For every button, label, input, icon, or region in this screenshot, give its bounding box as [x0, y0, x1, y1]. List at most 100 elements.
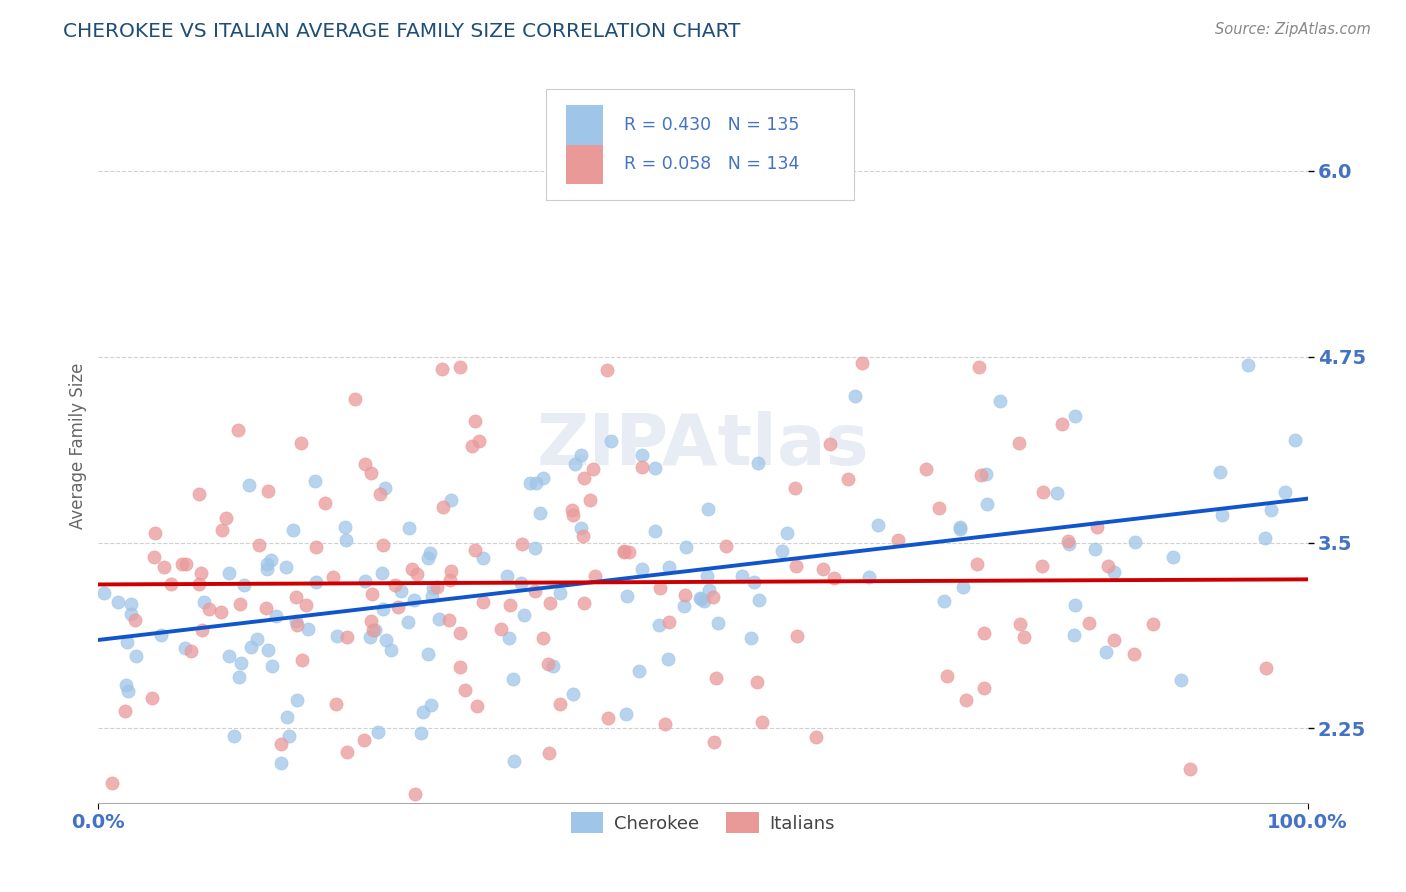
- Point: [1046, 486, 1069, 500]
- Point: [440, 492, 463, 507]
- Point: [596, 710, 619, 724]
- Point: [628, 664, 651, 678]
- Point: [510, 537, 533, 551]
- Point: [1211, 508, 1233, 522]
- Point: [114, 704, 136, 718]
- Point: [150, 628, 173, 642]
- Point: [751, 714, 773, 729]
- Point: [976, 497, 998, 511]
- Point: [631, 448, 654, 462]
- Point: [295, 598, 318, 612]
- Point: [367, 725, 389, 739]
- Point: [499, 598, 522, 612]
- Point: [238, 477, 260, 491]
- Point: [1125, 534, 1147, 549]
- Point: [124, 613, 146, 627]
- Point: [851, 356, 873, 370]
- FancyBboxPatch shape: [567, 105, 603, 145]
- Point: [866, 517, 889, 532]
- Point: [512, 607, 534, 622]
- Text: R = 0.430   N = 135: R = 0.430 N = 135: [624, 116, 800, 134]
- Point: [776, 526, 799, 541]
- Point: [561, 503, 583, 517]
- Point: [696, 502, 718, 516]
- Point: [361, 587, 384, 601]
- Point: [406, 566, 429, 581]
- Point: [291, 653, 314, 667]
- Point: [561, 687, 583, 701]
- Point: [1064, 409, 1087, 424]
- Point: [1260, 503, 1282, 517]
- Point: [740, 632, 762, 646]
- Point: [1056, 533, 1078, 548]
- Point: [1084, 541, 1107, 556]
- Point: [398, 521, 420, 535]
- Point: [389, 583, 412, 598]
- Point: [215, 511, 238, 525]
- Point: [537, 657, 560, 672]
- Point: [373, 602, 395, 616]
- Point: [336, 630, 359, 644]
- Point: [571, 521, 593, 535]
- Point: [193, 595, 215, 609]
- Point: [697, 582, 720, 597]
- Point: [232, 578, 254, 592]
- Point: [375, 633, 398, 648]
- Point: [229, 656, 252, 670]
- Point: [973, 681, 995, 695]
- Point: [198, 602, 221, 616]
- Point: [973, 625, 995, 640]
- Point: [404, 787, 426, 801]
- Point: [224, 729, 246, 743]
- Point: [374, 481, 396, 495]
- Point: [523, 583, 546, 598]
- Point: [538, 596, 561, 610]
- Point: [281, 524, 304, 538]
- Point: [211, 524, 233, 538]
- Point: [419, 546, 441, 560]
- Point: [426, 580, 449, 594]
- Point: [326, 629, 349, 643]
- Point: [364, 623, 387, 637]
- Point: [159, 576, 181, 591]
- Point: [1064, 598, 1087, 612]
- Point: [285, 693, 308, 707]
- Point: [969, 360, 991, 375]
- Point: [256, 562, 278, 576]
- Point: [432, 500, 454, 514]
- Point: [449, 626, 471, 640]
- Point: [1063, 628, 1085, 642]
- Point: [440, 564, 463, 578]
- Point: [239, 640, 262, 655]
- Point: [412, 705, 434, 719]
- Point: [190, 623, 212, 637]
- Point: [914, 462, 936, 476]
- Text: ZIPAtlas: ZIPAtlas: [537, 411, 869, 481]
- Point: [260, 553, 283, 567]
- Point: [1208, 465, 1230, 479]
- Point: [1236, 359, 1258, 373]
- Point: [731, 569, 754, 583]
- Point: [689, 591, 711, 605]
- Point: [246, 632, 269, 646]
- Point: [844, 389, 866, 403]
- Point: [190, 566, 212, 580]
- Point: [1274, 485, 1296, 500]
- Point: [579, 492, 602, 507]
- Point: [1008, 435, 1031, 450]
- Point: [783, 482, 806, 496]
- Point: [949, 520, 972, 534]
- Point: [1170, 673, 1192, 687]
- Point: [454, 683, 477, 698]
- Point: [257, 484, 280, 499]
- Point: [846, 841, 869, 855]
- Point: [648, 581, 671, 595]
- Point: [955, 692, 977, 706]
- Point: [254, 601, 277, 615]
- Point: [115, 678, 138, 692]
- Point: [1180, 762, 1202, 776]
- Point: [270, 756, 292, 771]
- Point: [596, 363, 619, 377]
- Point: [256, 557, 278, 571]
- Point: [1077, 615, 1099, 630]
